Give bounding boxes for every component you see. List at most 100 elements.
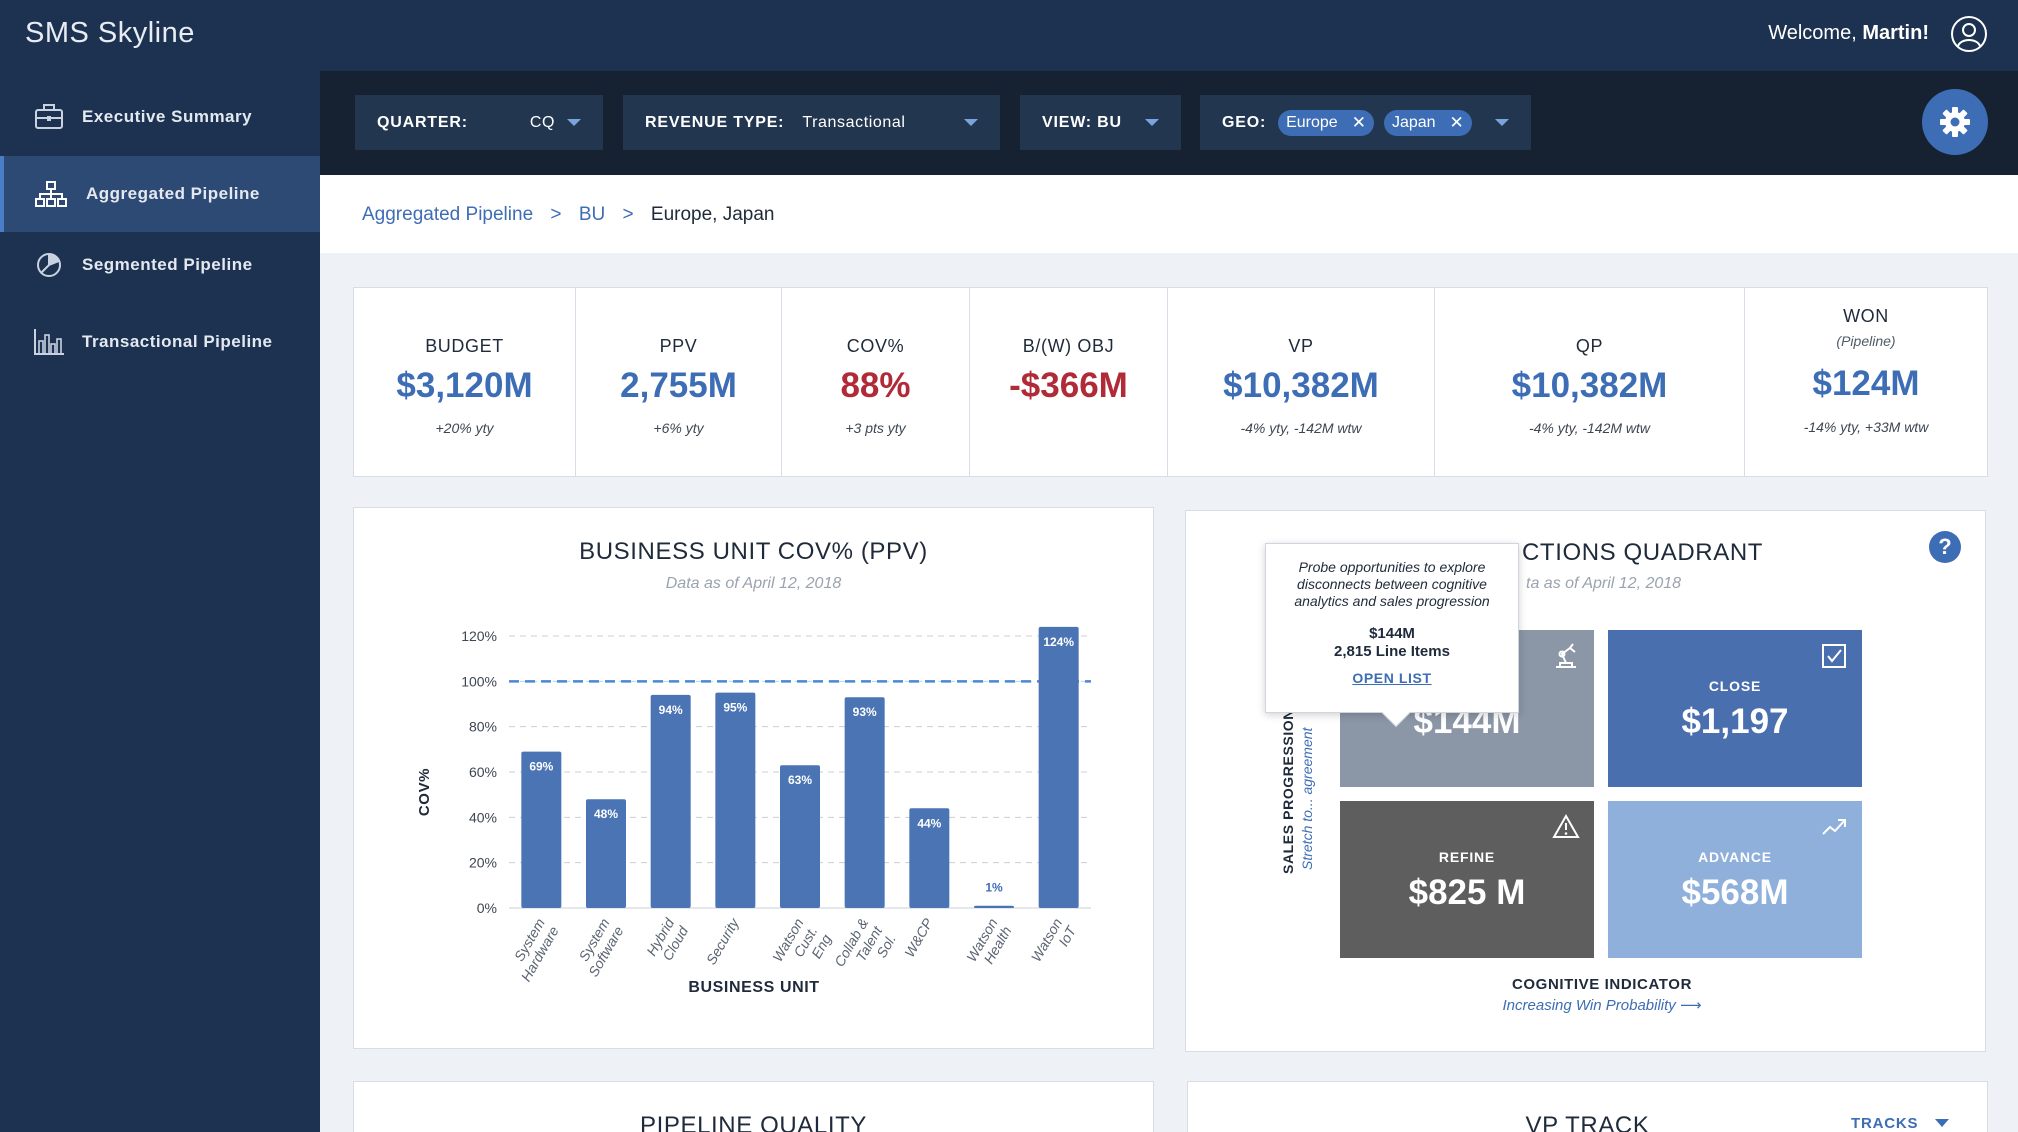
y-tick-label: 120% — [461, 628, 497, 644]
kpi-vp[interactable]: VP $10,382M -4% yty, -142M wtw — [1168, 288, 1435, 476]
revenue-type-filter[interactable]: REVENUE TYPE: Transactional — [623, 95, 1000, 150]
kpi-value: -$366M — [1009, 366, 1128, 405]
tooltip-description: Probe opportunities to explore disconnec… — [1294, 559, 1490, 609]
sidebar-item-transactional-pipeline[interactable]: Transactional Pipeline — [0, 304, 320, 380]
sidebar-item-label: Transactional Pipeline — [82, 332, 273, 351]
geo-chip-europe[interactable]: Europe ✕ — [1278, 109, 1374, 136]
kpi-ppv[interactable]: PPV 2,755M +6% yty — [576, 288, 782, 476]
close-icon[interactable]: ✕ — [1351, 112, 1366, 132]
breadcrumb-current: Europe, Japan — [650, 204, 775, 225]
help-button[interactable]: ? — [1929, 531, 1961, 563]
quadrant-title: CTIONS QUADRANT — [1522, 539, 1764, 566]
bar — [1038, 626, 1079, 908]
briefcase-icon — [35, 104, 63, 129]
tracks-dropdown[interactable]: TRACKS — [1851, 1115, 1919, 1132]
breadcrumb-bar: Aggregated Pipeline > BU > Europe, Japan — [320, 175, 2018, 253]
kpi-cov[interactable]: COV% 88% +3 pts yty — [782, 288, 970, 476]
sidebar-item-aggregated-pipeline[interactable]: Aggregated Pipeline — [0, 156, 320, 232]
quadrant-label: CLOSE — [1708, 678, 1762, 694]
open-list-link[interactable]: OPEN LIST — [1352, 670, 1432, 686]
revenue-type-value: Transactional — [802, 113, 906, 131]
pie-chart-icon — [37, 253, 61, 277]
y-axis-title: COV% — [416, 768, 433, 816]
bar — [780, 765, 820, 908]
kpi-value: $124M — [1812, 364, 1920, 403]
sidebar-item-label: Executive Summary — [82, 107, 253, 126]
chevron-down-icon[interactable] — [1935, 1119, 1949, 1127]
sidebar-item-executive-summary[interactable]: Executive Summary — [0, 79, 320, 155]
bar — [974, 905, 1014, 908]
bar-value-label: 94% — [659, 703, 683, 717]
kpi-title: VP — [1288, 336, 1314, 356]
kpi-value: $10,382M — [1511, 366, 1668, 405]
kpi-delta: +20% yty — [435, 420, 494, 436]
kpi-won[interactable]: WON (Pipeline) $124M -14% yty, +33M wtw — [1745, 288, 1987, 476]
quadrant-cell-close[interactable]: CLOSE $1,197 — [1608, 630, 1862, 787]
kpi-title: BUDGET — [425, 336, 504, 356]
chevron-down-icon — [567, 119, 581, 126]
bar — [844, 697, 885, 908]
breadcrumb-separator: > — [550, 204, 562, 225]
bar — [650, 694, 691, 908]
kpi-value: $3,120M — [396, 366, 533, 405]
geo-chip-japan[interactable]: Japan ✕ — [1383, 109, 1472, 136]
bar — [521, 751, 562, 908]
gear-icon — [1940, 107, 1970, 137]
vp-track-title: VP TRACK — [1525, 1112, 1650, 1132]
vp-track-card: VP TRACK — [1187, 1081, 1988, 1132]
bar-value-label: 124% — [1043, 635, 1074, 649]
hierarchy-icon — [35, 181, 67, 207]
chart-title: BUSINESS UNIT COV% (PPV) — [579, 538, 928, 565]
breadcrumb-link-bu[interactable]: BU — [578, 204, 606, 225]
chip-label: Japan — [1391, 113, 1436, 131]
x-tick-label: W&CP — [901, 915, 936, 960]
kpi-title: WON — [1843, 306, 1889, 326]
x-tick-label-line: W&CP — [901, 915, 936, 960]
bar-value-label: 44% — [917, 816, 941, 830]
view-filter[interactable]: VIEW: BU — [1020, 95, 1181, 150]
chevron-down-icon — [964, 119, 978, 126]
breadcrumb-separator: > — [622, 204, 634, 225]
close-icon[interactable]: ✕ — [1449, 112, 1464, 132]
quarter-label: QUARTER: — [377, 113, 468, 131]
filter-bar: QUARTER: CQ REVENUE TYPE: Transactional … — [320, 71, 2018, 175]
quadrant-subtitle: ta as of April 12, 2018 — [1526, 575, 1682, 592]
geo-label: GEO: — [1222, 113, 1267, 131]
app-title: SMS Skyline — [25, 17, 195, 49]
checkbox-icon — [1822, 644, 1846, 668]
bar-value-label: 48% — [594, 807, 618, 821]
sidebar: Executive Summary Aggregated Pipeline Se… — [0, 71, 320, 1132]
breadcrumb-link-aggregated-pipeline[interactable]: Aggregated Pipeline — [362, 204, 534, 225]
top-header: SMS Skyline Welcome, Martin! — [0, 0, 2018, 71]
kpi-title: COV% — [846, 336, 905, 356]
kpi-bw-obj[interactable]: B/(W) OBJ -$366M — [970, 288, 1168, 476]
chevron-down-icon — [1145, 119, 1159, 126]
bar — [909, 808, 950, 908]
bar-value-label: 1% — [985, 881, 1003, 895]
y-tick-label: 20% — [469, 855, 497, 871]
user-name: Martin! — [1862, 22, 1929, 44]
settings-button[interactable] — [1922, 89, 1988, 155]
quarter-filter[interactable]: QUARTER: CQ — [355, 95, 603, 150]
y-tick-label: 80% — [469, 719, 497, 735]
bar-value-label: 93% — [853, 705, 877, 719]
kpi-subtitle: (Pipeline) — [1836, 333, 1896, 349]
quadrant-cell-refine[interactable]: REFINE $825 M — [1340, 801, 1594, 958]
kpi-budget[interactable]: BUDGET $3,120M +20% yty — [354, 288, 576, 476]
kpi-qp[interactable]: QP $10,382M -4% yty, -142M wtw — [1435, 288, 1745, 476]
sidebar-item-segmented-pipeline[interactable]: Segmented Pipeline — [0, 227, 320, 303]
quadrant-value: $1,197 — [1681, 702, 1789, 741]
y-tick-label: 0% — [477, 900, 497, 916]
bu-cov-chart-card: BUSINESS UNIT COV% (PPV) Data as of Apri… — [353, 507, 1154, 1049]
geo-filter[interactable]: GEO: Europe ✕ Japan ✕ — [1200, 95, 1531, 150]
user-circle-icon[interactable] — [1950, 15, 1988, 53]
quadrant-x-axis-subtitle-text: Increasing Win Probability — [1502, 997, 1676, 1014]
quadrant-cell-advance[interactable]: ADVANCE $568M — [1608, 801, 1862, 958]
